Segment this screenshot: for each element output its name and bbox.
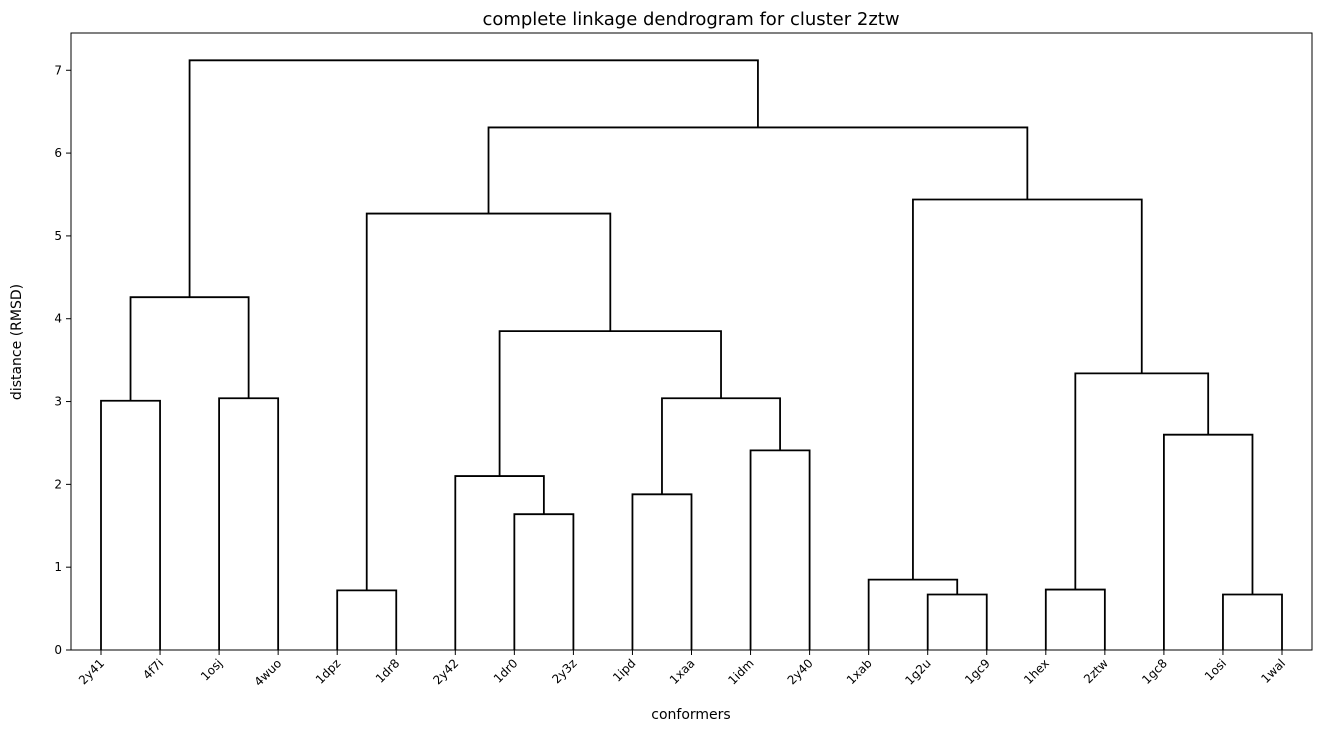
leaf-label: 1idm [725, 656, 756, 687]
leaf-label: 1xab [844, 656, 875, 687]
chart-title: complete linkage dendrogram for cluster … [482, 9, 899, 30]
dendrogram-links [100, 59, 1283, 650]
leaf-label: 2ztw [1081, 656, 1111, 686]
leaf-label: 1ipd [610, 656, 638, 684]
leaf-label: 4f7i [140, 656, 166, 682]
y-axis: 0 1 2 3 4 5 6 7 [54, 63, 71, 657]
dendrogram-link-0 [100, 399, 161, 650]
leaf-label: 1hex [1021, 656, 1052, 687]
dendrogram-link-17 [912, 198, 1143, 580]
x-axis: 2y41 4f7i 1osj 4wuo 1dpz 1dr8 2y42 1dr0 2y3z 1ipd… [76, 650, 1288, 689]
dendrogram-link-18 [487, 126, 1029, 214]
y-tick-label: 4 [54, 312, 62, 326]
dendrogram-link-4 [513, 513, 575, 650]
y-tick-label: 7 [54, 63, 62, 77]
leaf-label: 1xaa [667, 656, 698, 687]
leaf-label: 2y40 [785, 656, 816, 687]
dendrogram-link-9 [498, 330, 722, 477]
y-tick-label: 3 [54, 395, 62, 409]
leaf-label: 1gc9 [962, 656, 993, 687]
y-tick-label: 0 [54, 643, 62, 657]
leaf-label: 1dpz [313, 656, 344, 687]
dendrogram-link-5 [454, 475, 545, 650]
y-tick-label: 6 [54, 146, 62, 160]
leaf-label: 2y41 [76, 656, 107, 687]
dendrogram-link-19 [188, 59, 759, 298]
leaf-label: 1dr0 [491, 656, 521, 686]
dendrogram-link-3 [336, 589, 398, 650]
leaf-label: 2y42 [430, 656, 461, 687]
y-tick-label: 1 [54, 560, 62, 574]
x-axis-label: conformers [651, 707, 730, 723]
dendrogram-link-13 [1044, 588, 1106, 650]
dendrogram-link-6 [631, 493, 693, 650]
y-axis-label: distance (RMSD) [9, 284, 25, 400]
dendrogram-link-7 [749, 449, 811, 650]
y-tick-label: 2 [54, 477, 62, 491]
dendrogram-link-10 [365, 212, 612, 591]
y-tick-label: 5 [54, 229, 62, 243]
dendrogram-link-14 [1222, 593, 1283, 650]
dendrogram-link-16 [1074, 372, 1210, 590]
dendrogram-link-1 [218, 397, 280, 650]
leaf-label: 1osi [1202, 656, 1229, 683]
dendrogram-link-11 [926, 593, 988, 650]
leaf-label: 1gc8 [1139, 656, 1170, 687]
leaf-label: 1dr8 [373, 656, 403, 686]
leaf-label: 4wuo [251, 656, 284, 689]
leaf-label: 2y3z [549, 656, 579, 686]
dendrogram-link-8 [661, 397, 781, 495]
leaf-label: 1osj [198, 656, 225, 683]
dendrogram-link-15 [1163, 433, 1254, 650]
dendrogram-link-2 [129, 296, 250, 401]
leaf-label: 1g2u [902, 656, 933, 687]
dendrogram-link-12 [867, 578, 959, 650]
leaf-label: 1wal [1258, 656, 1288, 686]
